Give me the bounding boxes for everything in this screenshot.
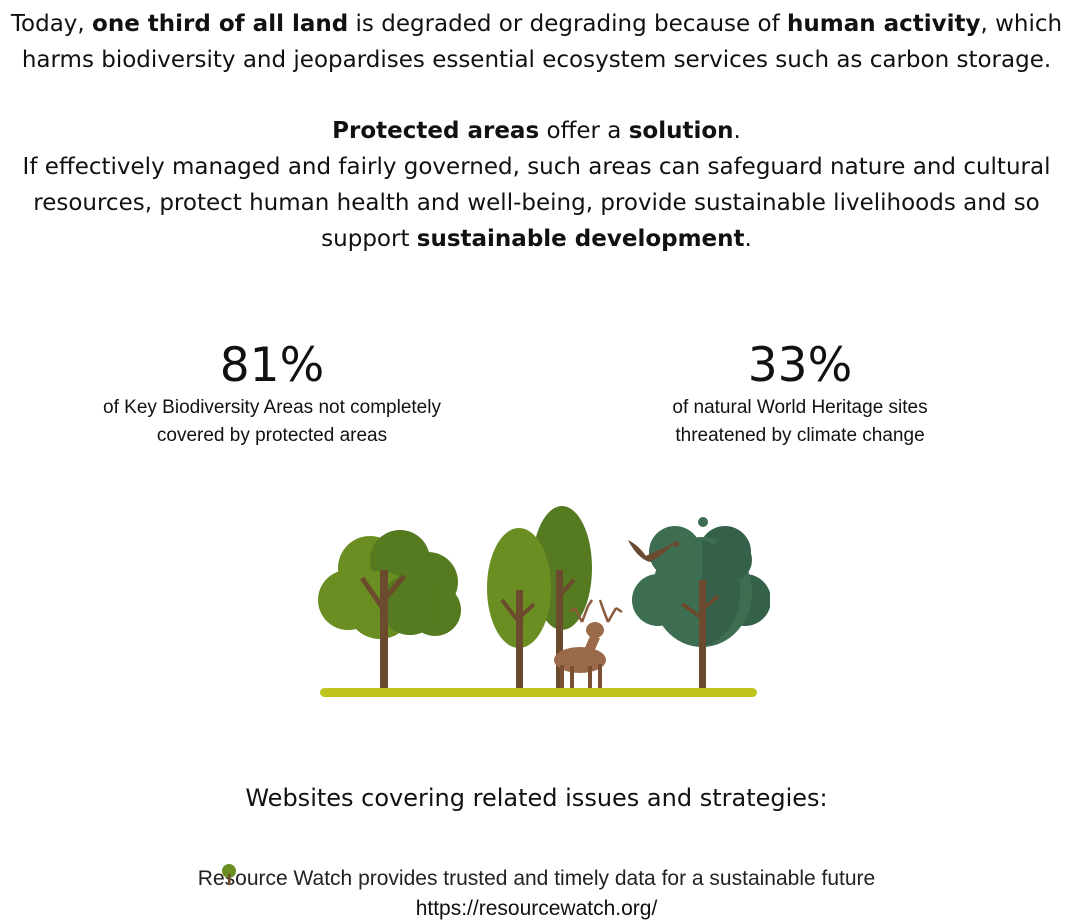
website-description: Resource Watch provides trusted and time… [197, 867, 876, 890]
website-link[interactable]: https://resourcewatch.org/ [415, 897, 658, 920]
stat-description-line-2: threatened by climate change [675, 425, 925, 446]
stat-description-line-2: covered by protected areas [156, 425, 388, 446]
forest-illustration [318, 506, 770, 697]
websites-heading: Websites covering related issues and str… [245, 784, 828, 812]
intro-text-segment: is degraded or degrading because of [348, 11, 787, 37]
intro-bold-segment: human activity [786, 11, 981, 37]
intro-text-segment: . [733, 118, 741, 144]
intro-bold-segment: one third of all land [92, 11, 349, 37]
tree-icon [222, 864, 236, 885]
stat-value: 33% [747, 338, 853, 393]
intro-bold-segment: Protected areas [332, 118, 540, 144]
tall-tree-front [487, 528, 551, 690]
intro-text: Today, one third of all land is degraded… [0, 6, 1073, 257]
ground-bar [320, 688, 757, 697]
intro-bold-segment: sustainable development [416, 226, 745, 252]
intro-text-segment: If effectively managed and fairly govern… [22, 154, 1051, 252]
intro-text-segment: offer a [539, 118, 629, 144]
intro-bold-segment: solution [628, 118, 734, 144]
round-tree-left [318, 530, 461, 690]
deer-icon [554, 599, 623, 690]
intro-paragraph-3: If effectively managed and fairly govern… [0, 149, 1073, 257]
stat-value: 81% [219, 338, 325, 393]
intro-text-segment: , which harms biodiversity and jeopardis… [21, 11, 1063, 73]
bird-icon [628, 540, 679, 562]
website-item-resource-watch: Resource Watch provides trusted and time… [0, 864, 1073, 924]
intro-text-segment: Today, [10, 11, 93, 37]
intro-text-segment: . [744, 226, 752, 252]
stat-key-biodiversity-areas: 81% of Key Biodiversity Areas not comple… [60, 338, 484, 450]
round-tree-right [632, 517, 770, 690]
stat-description-line-1: of Key Biodiversity Areas not completely [103, 397, 441, 418]
intro-paragraph-1: Today, one third of all land is degraded… [0, 6, 1073, 78]
stat-world-heritage-sites: 33% of natural World Heritage sites thre… [600, 338, 1000, 450]
intro-paragraph-2: Protected areas offer a solution. [0, 113, 1073, 149]
stat-description-line-1: of natural World Heritage sites [672, 397, 928, 418]
